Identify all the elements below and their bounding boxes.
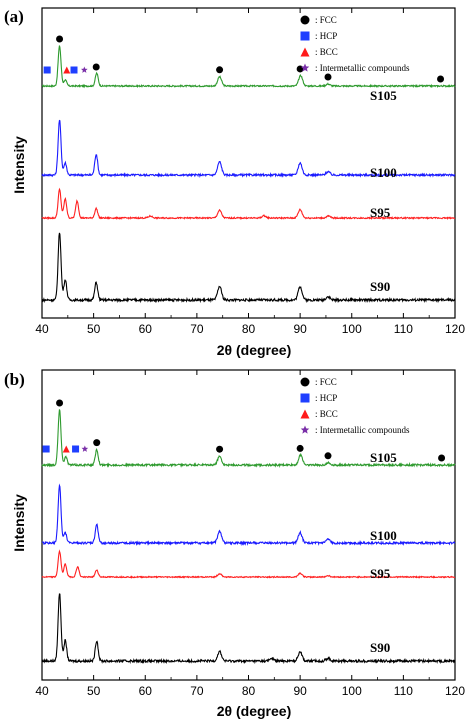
x-tick-label: 90 <box>293 684 307 698</box>
legend-square-icon <box>300 31 310 41</box>
legend-label: : FCC <box>315 15 337 25</box>
star-phase-marker <box>81 445 89 452</box>
circle-phase-marker <box>56 35 64 43</box>
circle-phase-marker <box>92 63 100 71</box>
legend-label: : BCC <box>315 409 338 419</box>
series-line-s100 <box>41 119 456 178</box>
legend-triangle-icon <box>300 47 310 57</box>
plot-frame <box>41 7 456 319</box>
series-line-s95 <box>41 187 456 221</box>
x-tick-label: 90 <box>293 322 307 336</box>
series-label-s100: S100 <box>370 528 397 543</box>
series-line-s90 <box>41 232 456 304</box>
square-phase-marker <box>43 66 51 74</box>
series-label-s90: S90 <box>370 279 390 294</box>
circle-phase-marker <box>438 454 446 462</box>
series-line-s95 <box>41 549 456 579</box>
legend-label: : FCC <box>315 377 337 387</box>
x-tick-label: 70 <box>190 684 204 698</box>
series-line-s105 <box>41 409 456 468</box>
series-label-s90: S90 <box>370 640 390 655</box>
legend-triangle-icon <box>300 409 310 419</box>
x-tick-label: 50 <box>87 322 101 336</box>
circle-phase-marker <box>56 399 64 407</box>
series-label-s105: S105 <box>370 88 397 103</box>
x-tick-label: 120 <box>445 322 465 336</box>
triangle-phase-marker <box>62 445 70 453</box>
x-tick-label: 110 <box>394 684 413 698</box>
legend-label: : Intermetallic compounds <box>315 63 410 73</box>
star-phase-marker <box>81 66 88 73</box>
x-tick-label: 40 <box>35 322 49 336</box>
x-tick-label: 110 <box>394 322 413 336</box>
panel-b: (b) Intensity 2θ (degree) 40 50 60 70 80 90 10… <box>4 369 465 719</box>
x-tick-label: 50 <box>87 684 101 698</box>
plot-frame <box>41 369 456 681</box>
x-tick-label: 40 <box>35 684 49 698</box>
circle-phase-marker <box>437 75 445 83</box>
x-tick-label: 120 <box>445 684 465 698</box>
x-tick-label: 80 <box>242 684 256 698</box>
square-phase-marker <box>72 445 80 453</box>
x-tick-label: 60 <box>139 322 153 336</box>
series-label-s95: S95 <box>370 566 391 581</box>
x-tick-label: 80 <box>242 322 256 336</box>
circle-phase-marker <box>93 439 101 447</box>
legend-circle-icon <box>300 377 310 387</box>
square-phase-marker <box>42 445 50 453</box>
x-tick-label: 70 <box>190 322 204 336</box>
y-axis-title-b: Intensity <box>11 494 27 552</box>
legend-circle-icon <box>300 15 310 25</box>
circle-phase-marker <box>324 452 332 460</box>
series-line-s105 <box>41 45 456 89</box>
series-label-s105: S105 <box>370 450 397 465</box>
series-label-s95: S95 <box>370 205 391 220</box>
circle-phase-marker <box>296 444 304 452</box>
legend-star-icon <box>300 425 310 434</box>
panel-a: (a) Intensity 2θ (degree) 40 50 60 70 80 90 10… <box>4 7 465 358</box>
x-tick-label: 100 <box>342 322 362 336</box>
triangle-phase-marker <box>63 66 71 74</box>
legend-label: : BCC <box>315 47 338 57</box>
x-tick-label: 60 <box>139 684 153 698</box>
legend-label: : HCP <box>315 31 337 41</box>
circle-phase-marker <box>216 66 224 74</box>
circle-phase-marker <box>216 445 224 453</box>
legend-square-icon <box>300 393 310 403</box>
legend-label: : HCP <box>315 393 337 403</box>
legend-star-icon <box>300 63 310 72</box>
x-axis-title-a: 2θ (degree) <box>217 342 291 358</box>
legend-label: : Intermetallic compounds <box>315 425 410 435</box>
circle-phase-marker <box>324 73 332 81</box>
panel-label-b: (b) <box>4 370 25 389</box>
x-axis-title-b: 2θ (degree) <box>217 703 291 719</box>
x-tick-label: 100 <box>342 684 362 698</box>
panel-label-a: (a) <box>4 7 24 26</box>
y-axis-title-a: Intensity <box>11 136 27 194</box>
series-line-s100 <box>41 483 456 547</box>
series-line-s90 <box>41 593 456 665</box>
series-label-s100: S100 <box>370 165 397 180</box>
square-phase-marker <box>70 66 78 74</box>
